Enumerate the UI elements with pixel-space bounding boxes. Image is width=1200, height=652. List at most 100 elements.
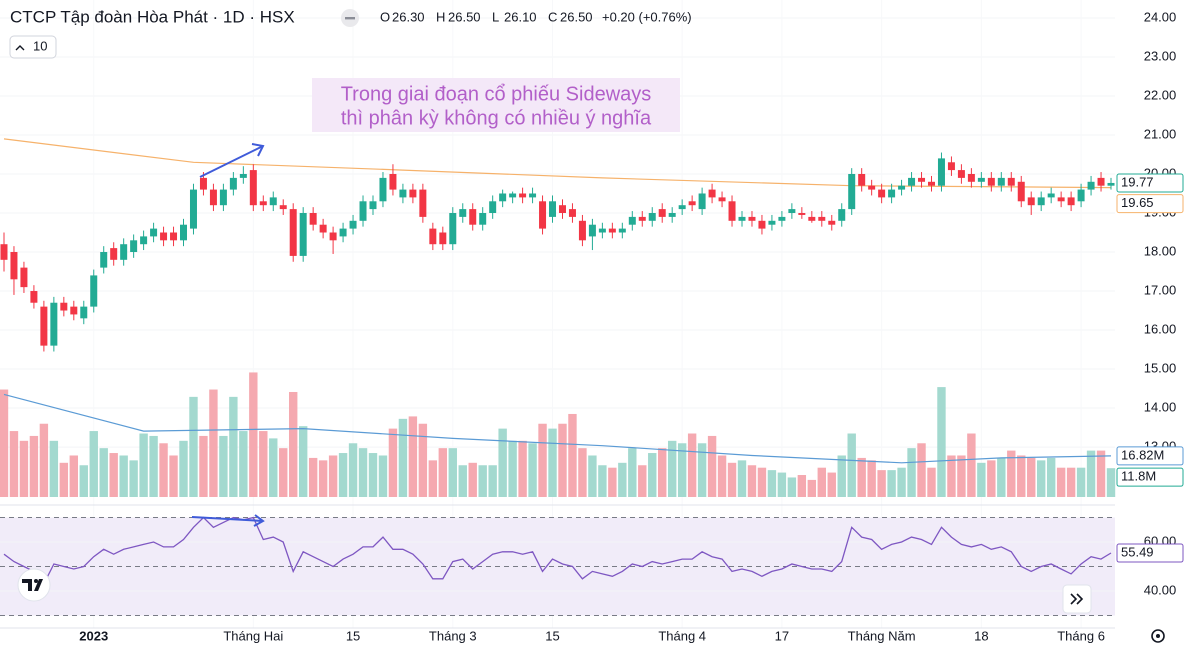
candle-body (578, 220, 586, 241)
volume-bar (348, 443, 358, 497)
volume-bar (428, 460, 438, 497)
candle-body (1077, 189, 1085, 202)
volume-bar (588, 455, 597, 497)
ohlc-value: 26.10 (504, 9, 537, 24)
volume-bar (927, 467, 936, 497)
volume-bar (1086, 450, 1096, 497)
candle-body (808, 216, 816, 221)
candle-body (0, 244, 8, 260)
volume-bar (867, 460, 876, 497)
candle-body (289, 209, 297, 256)
candle-body (329, 232, 337, 241)
logo-mark (22, 579, 43, 591)
change-value: +0.20 (+0.76%) (602, 9, 692, 24)
settings-icon[interactable] (1151, 629, 1165, 643)
logo-bg (17, 568, 51, 602)
candle-body (668, 213, 676, 217)
x-tick-label: Tháng 4 (658, 628, 706, 643)
candle-body (1107, 182, 1115, 186)
candle-body (868, 185, 876, 190)
last-price-label: 19.77 (1121, 174, 1154, 189)
ohlc-key: C (548, 9, 557, 24)
candle-body (608, 228, 616, 233)
candle-body (588, 224, 596, 237)
arrow (199, 143, 265, 178)
volume-bar (239, 431, 248, 497)
volume-bar (807, 479, 817, 497)
candle-body (977, 177, 985, 182)
candle-body (249, 170, 257, 206)
volume-bar (568, 413, 577, 497)
candle-body (219, 189, 227, 206)
candle-body (848, 173, 856, 210)
candle-body (359, 201, 367, 221)
volume-bar (787, 477, 797, 497)
volume-bar (598, 465, 607, 497)
candle-body (209, 189, 217, 206)
volume-bar (59, 462, 69, 497)
volume-bar (897, 467, 906, 497)
candle-body (389, 173, 397, 190)
volume-bar (448, 448, 457, 497)
volume-bar (737, 460, 747, 497)
volume-bar (29, 435, 39, 497)
candle-body (509, 193, 517, 198)
candle-body (718, 197, 726, 202)
volume-bar (119, 455, 128, 497)
volume-bar (109, 453, 118, 497)
plot (0, 138, 1116, 585)
candle-body (558, 205, 566, 213)
volume-bar (608, 467, 617, 497)
candle-body (70, 306, 78, 315)
rsi-label-box (1116, 543, 1184, 563)
volume-bar (1056, 467, 1066, 497)
volume-bar (249, 372, 258, 497)
volume-bar (837, 455, 846, 497)
candle-body (908, 177, 916, 186)
ohlc-value: 26.50 (448, 9, 481, 24)
indicator-toggle[interactable] (9, 35, 57, 59)
candle-body (439, 232, 447, 245)
volume-bar (468, 462, 477, 497)
volume-bar (687, 433, 697, 497)
candle-body (199, 177, 207, 190)
y-tick-label: 23.00 (1144, 48, 1177, 63)
volume-bar (19, 440, 29, 497)
volume-bar (159, 443, 168, 497)
volume-bar (967, 433, 976, 497)
candle-body (728, 201, 736, 221)
candle-body (648, 213, 656, 221)
divergence-arrows (191, 143, 265, 527)
volume-bar (777, 472, 787, 497)
volume-bar (847, 433, 856, 497)
candle-body (937, 158, 945, 186)
x-tick-label: Tháng 3 (429, 628, 477, 643)
volume-bar (618, 462, 627, 497)
y-tick-label: 24.00 (1144, 9, 1177, 24)
candle-body (489, 201, 497, 213)
y-tick-label: 18.00 (1144, 243, 1177, 258)
volume-bar (1046, 457, 1056, 497)
volume-bar (1076, 467, 1086, 497)
candle-body (738, 216, 746, 221)
volume-bar (628, 448, 637, 497)
volume-bar (488, 465, 497, 497)
volume-ma-line (3, 393, 1112, 464)
candle-body (1037, 197, 1045, 206)
candle-body (997, 177, 1005, 186)
volume-bar (169, 455, 178, 497)
volume-bar (79, 465, 88, 497)
candle-body (120, 244, 128, 260)
volume-bar (1066, 467, 1076, 497)
scroll-icon (1070, 593, 1084, 605)
candle-body (519, 193, 527, 198)
volume-ma-label-box (1116, 446, 1184, 466)
candle-body (369, 201, 377, 210)
volume-bar (199, 435, 208, 497)
candle-body (967, 173, 975, 182)
candle-body (678, 205, 686, 210)
candle-body (828, 220, 836, 225)
price-ma-line (3, 138, 1112, 189)
candle-body (180, 224, 188, 241)
